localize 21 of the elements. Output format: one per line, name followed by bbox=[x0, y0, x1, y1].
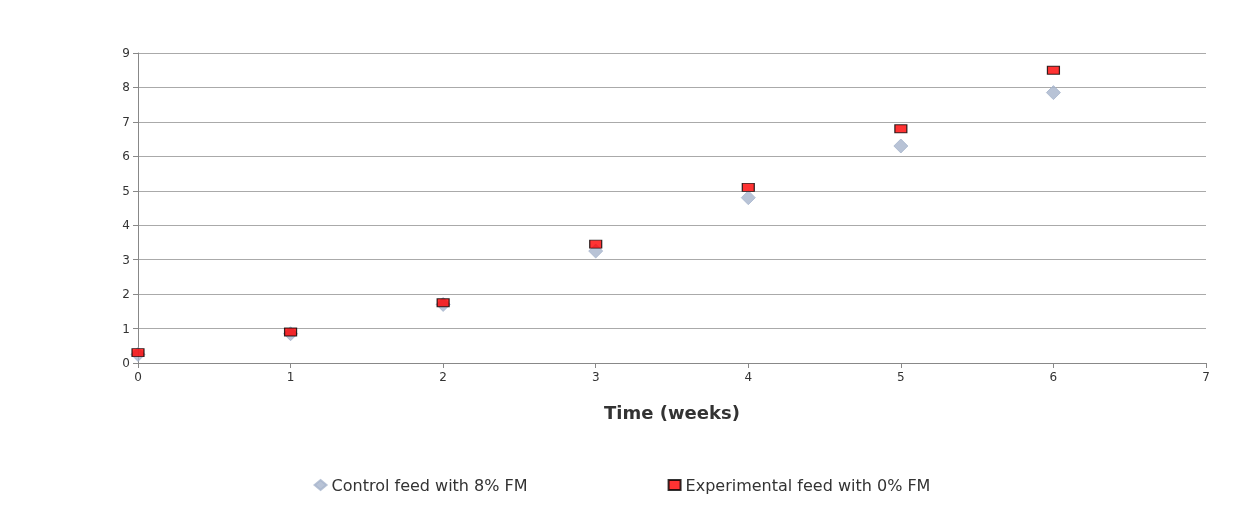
y-tick-label: 9 bbox=[122, 46, 130, 60]
y-tick-label: 4 bbox=[122, 218, 130, 233]
x-tick-label: 4 bbox=[744, 370, 753, 384]
x-tick-label: 7 bbox=[1202, 370, 1210, 384]
x-tick-label: 5 bbox=[897, 370, 905, 384]
y-tick-label: 6 bbox=[122, 149, 130, 164]
y-tick-label: 1 bbox=[122, 321, 130, 336]
y-tick-label: 3 bbox=[122, 252, 130, 267]
legend-label: Experimental feed with 0% FM bbox=[685, 475, 931, 495]
y-tick-label: 2 bbox=[122, 287, 130, 302]
x-tick-label: 1 bbox=[286, 370, 295, 384]
y-tick-label: 7 bbox=[122, 114, 130, 129]
x-tick-label: 2 bbox=[439, 370, 447, 384]
x-axis-title: Time (weeks) bbox=[604, 401, 740, 423]
y-tick-label: 8 bbox=[122, 80, 130, 95]
legend-label: Control feed with 8% FM bbox=[331, 475, 528, 495]
y-tick-label: 0 bbox=[122, 356, 130, 370]
y-tick-label: 5 bbox=[122, 183, 130, 198]
x-tick-label: 0 bbox=[134, 370, 142, 384]
x-tick-label: 3 bbox=[591, 370, 600, 384]
x-tick-label: 6 bbox=[1049, 370, 1058, 384]
